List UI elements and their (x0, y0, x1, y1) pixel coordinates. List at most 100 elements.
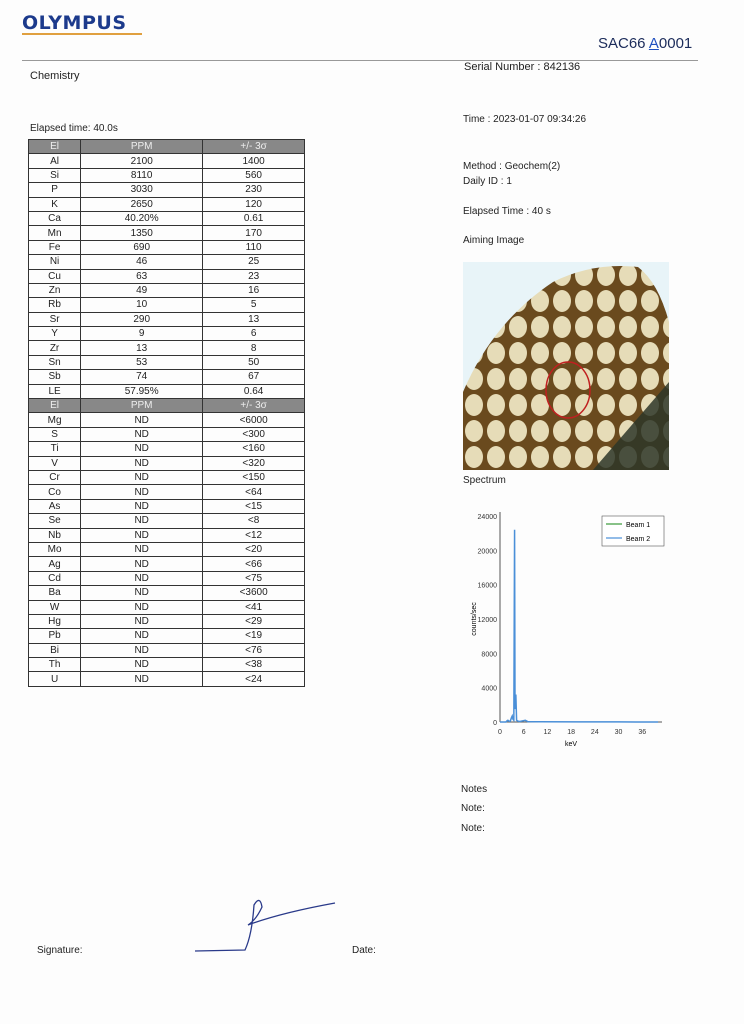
y-tick-label: 0 (493, 720, 497, 727)
table-row: Si 8110 560 (27, 167, 305, 184)
section-title: Chemistry (30, 70, 80, 82)
elapsed-time-label: Elapsed time: 40.0s (30, 123, 118, 134)
ppm-cell: 13 (80, 340, 204, 356)
table-row: LE 57.95% 0.64 (27, 383, 305, 400)
element-cell: Rb (27, 297, 82, 313)
element-cell: Fe (27, 239, 82, 256)
handwritten-signature (194, 899, 336, 952)
table-row: Co ND <64 (27, 484, 305, 500)
element-cell: As (27, 498, 82, 515)
ppm-cell: ND (80, 585, 204, 601)
table-row: Ca 40.20% 0.61 (27, 210, 305, 227)
uncertainty-cell: <38 (202, 657, 305, 673)
ppm-cell: ND (80, 599, 204, 615)
element-cell: W (27, 599, 82, 615)
ppm-cell: ND (80, 671, 204, 687)
uncertainty-cell: <75 (202, 570, 305, 587)
uncertainty-cell: 170 (202, 225, 305, 241)
element-cell: Bi (27, 642, 82, 659)
element-cell: Ca (27, 210, 82, 227)
ppm-cell: 63 (80, 268, 204, 284)
element-cell: Se (27, 513, 82, 529)
element-cell: U (27, 671, 82, 687)
ppm-cell: 49 (80, 282, 204, 299)
uncertainty-cell: 13 (202, 311, 305, 328)
ppm-cell: 40.20% (80, 210, 204, 227)
table-row: Sr 290 13 (27, 311, 305, 328)
legend-label: Beam 2 (626, 536, 650, 543)
ppm-cell: ND (80, 455, 204, 471)
element-cell: Cd (27, 570, 82, 587)
header-divider (22, 60, 698, 61)
element-cell: Mo (27, 541, 82, 558)
uncertainty-cell: +/- 3σ (202, 398, 305, 414)
table-row: Cd ND <75 (27, 570, 305, 587)
table-row: Fe 690 110 (27, 239, 305, 256)
element-cell: Hg (27, 613, 82, 630)
element-cell: Mn (27, 225, 82, 241)
element-cell: Zr (27, 340, 82, 356)
ppm-cell: 1350 (80, 225, 204, 241)
ppm-cell: ND (80, 628, 204, 644)
uncertainty-cell: 5 (202, 297, 305, 313)
table-row: Ni 46 25 (27, 254, 305, 270)
y-tick-label: 24000 (478, 514, 498, 521)
x-tick-label: 30 (615, 729, 623, 736)
elapsed-time: Elapsed Time : 40 s (463, 206, 551, 217)
table-row: Bi ND <76 (27, 642, 305, 659)
aiming-image (463, 262, 669, 470)
x-tick-label: 6 (522, 729, 526, 736)
legend-label: Beam 1 (626, 522, 650, 529)
element-cell: Ti (27, 441, 82, 457)
table-header-row: El PPM +/- 3σ (27, 138, 305, 155)
element-cell: Zn (27, 282, 82, 299)
ppm-cell: 8110 (80, 167, 204, 184)
uncertainty-cell: <160 (202, 441, 305, 457)
y-axis-label: counts/sec (471, 602, 478, 636)
ppm-cell: ND (80, 527, 204, 543)
table-row: Sb 74 67 (27, 369, 305, 385)
element-cell: Ag (27, 556, 82, 572)
table-header-row: El PPM +/- 3σ (27, 398, 305, 414)
table-row: Al 2100 1400 (27, 153, 305, 169)
table-row: Mn 1350 170 (27, 225, 305, 241)
element-cell: Cu (27, 268, 82, 284)
x-tick-label: 18 (567, 729, 575, 736)
element-cell: Co (27, 484, 82, 500)
uncertainty-cell: <8 (202, 513, 305, 529)
uncertainty-cell: 50 (202, 354, 305, 371)
element-cell: V (27, 455, 82, 471)
ppm-cell: ND (80, 541, 204, 558)
ppm-cell: 46 (80, 254, 204, 270)
table-row: W ND <41 (27, 599, 305, 615)
y-tick-label: 20000 (478, 548, 498, 555)
uncertainty-cell: <64 (202, 484, 305, 500)
y-tick-label: 4000 (481, 686, 497, 693)
element-cell: El (27, 138, 82, 155)
x-tick-label: 12 (544, 729, 552, 736)
element-cell: LE (27, 383, 82, 400)
uncertainty-cell: <19 (202, 628, 305, 644)
uncertainty-cell: 1400 (202, 153, 305, 169)
element-cell: Ni (27, 254, 82, 270)
y-tick-label: 12000 (478, 617, 498, 624)
element-cell: Cr (27, 469, 82, 486)
ppm-cell: 290 (80, 311, 204, 328)
note-1: Note: (461, 803, 485, 814)
uncertainty-cell: 67 (202, 369, 305, 385)
logo-underline (22, 33, 142, 35)
element-cell: Y (27, 326, 82, 342)
y-tick-label: 16000 (478, 583, 498, 590)
element-cell: Sr (27, 311, 82, 328)
ppm-cell: ND (80, 412, 204, 428)
ppm-cell: 3030 (80, 182, 204, 198)
method: Method : Geochem(2) (463, 161, 561, 172)
element-cell: Pb (27, 628, 82, 644)
uncertainty-cell: <76 (202, 642, 305, 659)
table-row: Pb ND <19 (27, 628, 305, 644)
x-tick-label: 0 (498, 729, 502, 736)
table-row: Zn 49 16 (27, 282, 305, 299)
signature-label: Signature: (37, 945, 83, 956)
uncertainty-cell: 230 (202, 182, 305, 198)
ppm-cell: ND (80, 642, 204, 659)
